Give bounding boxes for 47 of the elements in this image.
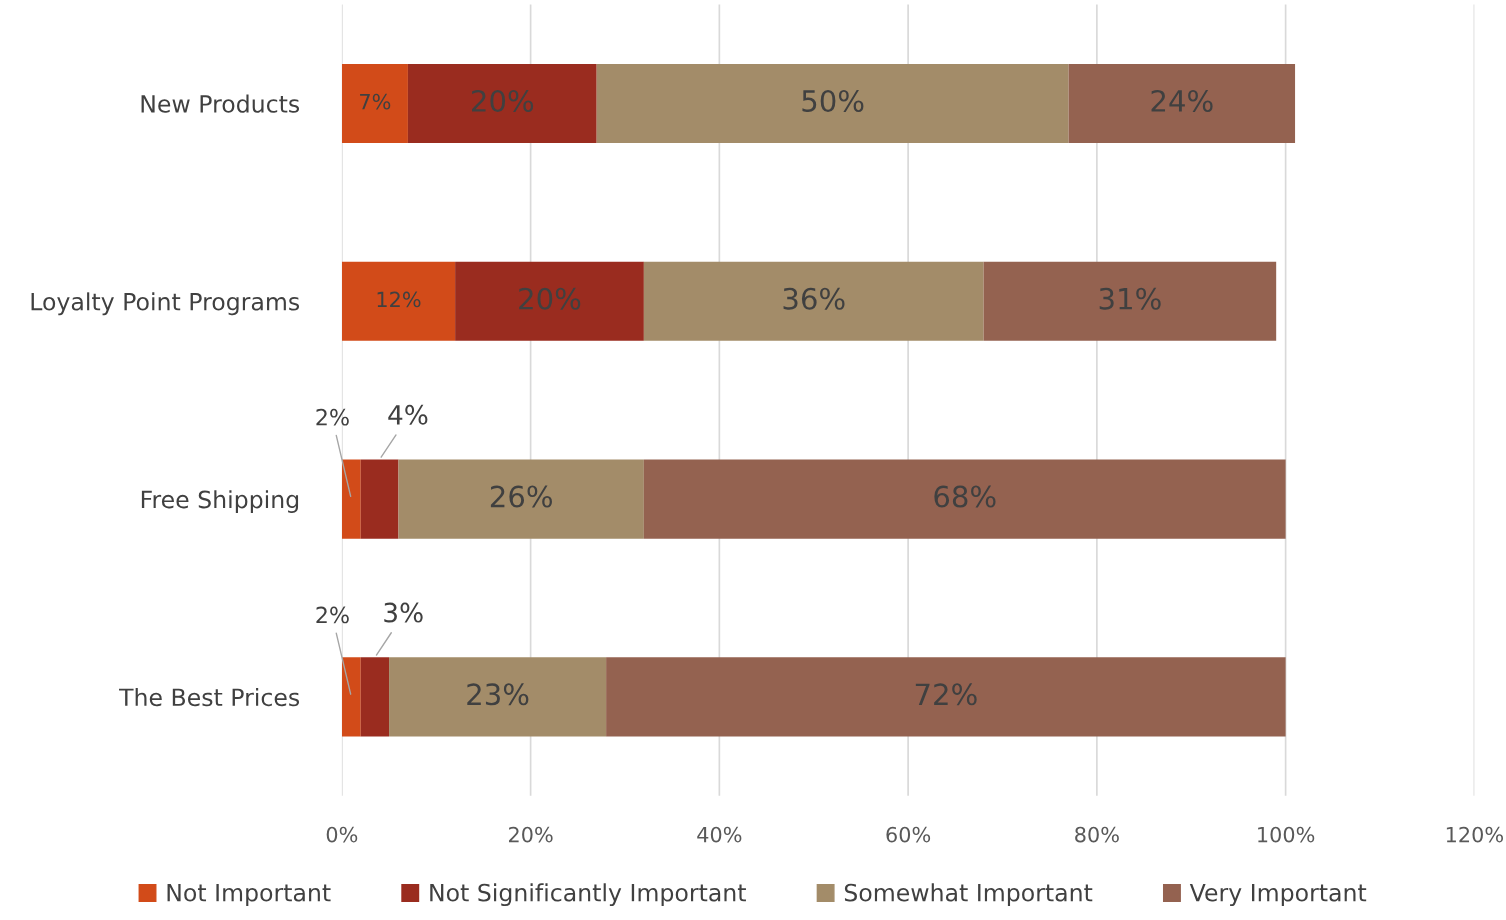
- bar: [341, 261, 456, 341]
- data-label: 50%: [802, 89, 864, 112]
- legend-label: Very Important: [1189, 883, 1367, 907]
- x-tick-label: 20%: [508, 826, 553, 843]
- x-tick-label: 100%: [1258, 826, 1315, 843]
- y-tick-label: The Best Prices: [119, 687, 300, 707]
- bar: [1068, 63, 1296, 144]
- bar: [983, 261, 1277, 341]
- data-label: 68%: [934, 485, 996, 508]
- data-label: 2%: [316, 606, 349, 624]
- data-label: 7%: [360, 93, 391, 110]
- x-tick-label: 60%: [886, 826, 931, 843]
- bar: [360, 459, 399, 539]
- legend-label: Somewhat Important: [844, 883, 1093, 907]
- data-label: 72%: [915, 683, 977, 706]
- data-label: 31%: [1099, 287, 1161, 310]
- x-tick-label: 40%: [697, 826, 742, 843]
- data-label: 3%: [384, 602, 423, 623]
- data-label: 23%: [467, 683, 529, 706]
- bar: [596, 63, 1069, 144]
- bar: [398, 459, 644, 539]
- y-tick-label: Free Shipping: [141, 490, 299, 513]
- legend-label: Not Significantly Important: [430, 883, 746, 907]
- bar: [341, 63, 408, 144]
- bar: [643, 459, 1286, 539]
- bar: [407, 63, 597, 144]
- bar: [455, 261, 644, 341]
- bar: [389, 657, 607, 737]
- bar: [606, 657, 1286, 737]
- data-label: 36%: [783, 287, 845, 310]
- x-tick-label: 80%: [1075, 826, 1119, 843]
- x-tick-label: 0%: [326, 826, 358, 843]
- y-tick-label: Loyalty Point Programs: [31, 292, 300, 316]
- x-tick-label: 120%: [1446, 826, 1503, 843]
- data-label: 26%: [490, 485, 552, 508]
- bar: [341, 459, 361, 539]
- data-label: 20%: [519, 287, 581, 310]
- data-label: 4%: [388, 404, 428, 425]
- data-label: 24%: [1151, 89, 1213, 112]
- y-tick-label: New Products: [141, 94, 300, 113]
- data-label: 20%: [472, 89, 534, 112]
- bar: [360, 657, 390, 737]
- data-label: 12%: [377, 291, 421, 308]
- data-label: 2%: [316, 408, 349, 426]
- bar: [643, 261, 984, 341]
- bar: [341, 657, 361, 737]
- legend-label: Not Important: [167, 883, 331, 907]
